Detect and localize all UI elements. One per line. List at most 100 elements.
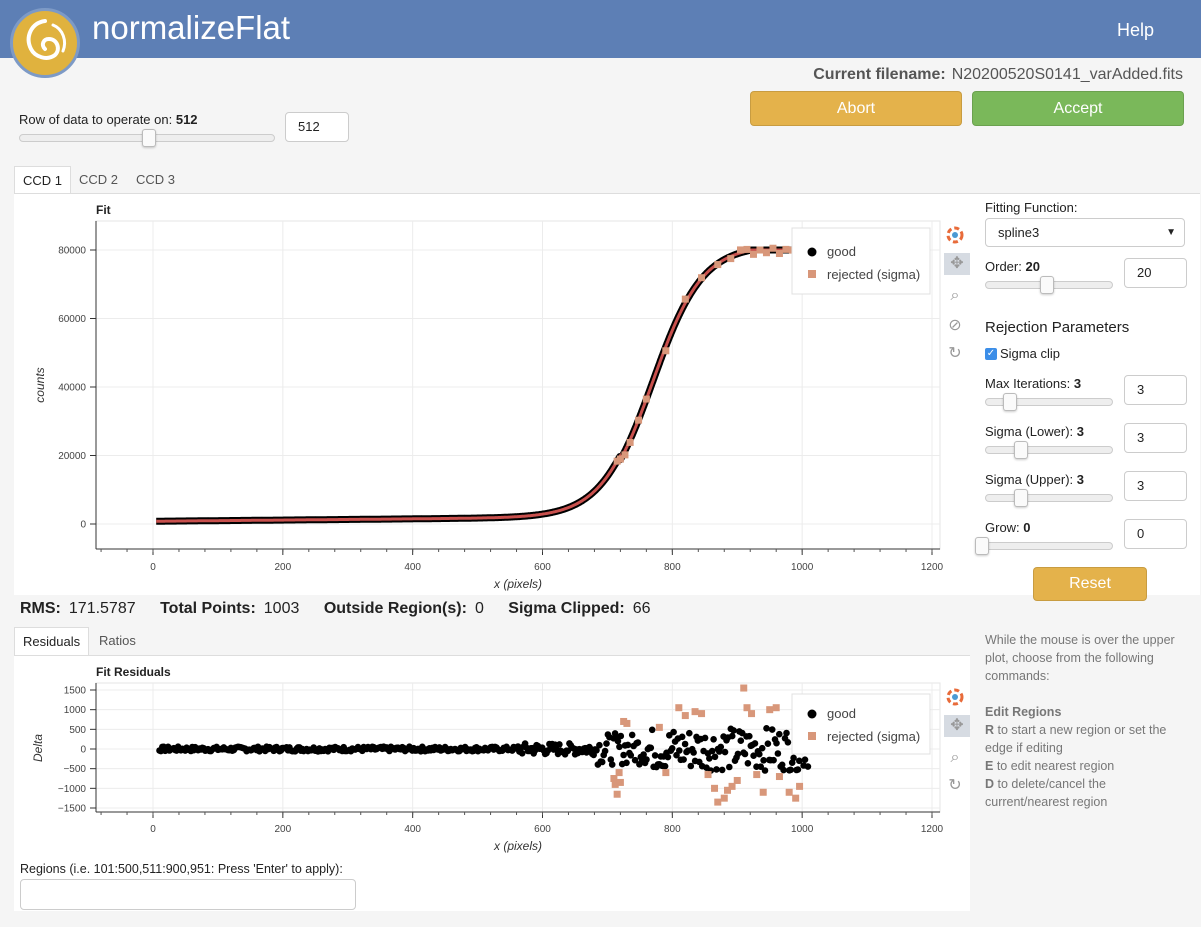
fit-rejected-point bbox=[662, 347, 670, 355]
residual-good-point bbox=[608, 761, 616, 768]
sigma-lower-input[interactable]: 3 bbox=[1124, 423, 1187, 453]
max-iterations-input[interactable]: 3 bbox=[1124, 375, 1187, 405]
fit-ytick-label: 60000 bbox=[58, 314, 86, 325]
residual-good-point bbox=[681, 740, 689, 748]
accept-button[interactable]: Accept bbox=[972, 91, 1184, 126]
sigma-clip-checkbox[interactable]: ✓ bbox=[985, 348, 997, 360]
residual-good-point bbox=[741, 750, 749, 758]
grow-input[interactable]: 0 bbox=[1124, 519, 1187, 549]
residual-good-point bbox=[758, 744, 766, 752]
fit-xtick-label: 600 bbox=[534, 562, 551, 573]
max-iterations-slider-handle[interactable] bbox=[1003, 393, 1017, 411]
grow-slider-track[interactable] bbox=[985, 542, 1113, 550]
zoom-reset-icon[interactable]: ⊘ bbox=[948, 317, 962, 334]
reset-view-icon[interactable]: ↻ bbox=[948, 777, 962, 794]
residual-good-point bbox=[737, 737, 745, 744]
max-iterations-slider-track[interactable] bbox=[985, 398, 1113, 406]
residual-rejected-point bbox=[728, 782, 736, 790]
sigma-clip-label: Sigma clip bbox=[1000, 346, 1060, 361]
rms-label: RMS: bbox=[20, 600, 61, 617]
residual-good-point bbox=[726, 763, 733, 771]
residual-good-point bbox=[706, 755, 713, 762]
tab-ccd-1[interactable]: CCD 1 bbox=[14, 166, 72, 194]
tab-ccd-2[interactable]: CCD 2 bbox=[79, 172, 119, 187]
sigma-upper-label-value: 3 bbox=[1076, 472, 1084, 487]
tab-ratios[interactable]: Ratios bbox=[99, 633, 136, 648]
residual-good-point bbox=[596, 741, 603, 749]
fit-plot[interactable]: 0 200 400 600 800 1000 1200 0 20000 40000 60000 80… bbox=[0, 0, 975, 600]
residual-rejected-point bbox=[720, 794, 728, 802]
fit-rejected-point bbox=[775, 250, 783, 258]
residual-good-point bbox=[678, 733, 686, 741]
bokeh-logo-icon[interactable] bbox=[944, 687, 966, 709]
residual-rejected-point bbox=[655, 723, 663, 731]
residual-good-point bbox=[787, 766, 794, 774]
residual-good-point bbox=[518, 750, 526, 757]
sigma-upper-slider-track[interactable] bbox=[985, 494, 1113, 502]
sigma-upper-slider-handle[interactable] bbox=[1014, 489, 1028, 507]
fit-rejected-point bbox=[762, 249, 770, 257]
residual-rejected-point bbox=[704, 771, 712, 779]
app-title: normalizeFlat bbox=[92, 9, 291, 46]
fit-rejected-point bbox=[756, 246, 764, 254]
fit-rejected-point bbox=[714, 261, 722, 269]
row-slider-handle[interactable] bbox=[142, 129, 156, 147]
row-label-text: Row of data to operate on: bbox=[19, 112, 173, 127]
residual-rejected-point bbox=[733, 776, 741, 784]
tab-residuals[interactable]: Residuals bbox=[14, 627, 90, 655]
row-input[interactable]: 512 bbox=[285, 112, 349, 142]
residual-rejected-point bbox=[772, 704, 780, 712]
residual-xtick-label: 1000 bbox=[791, 824, 814, 835]
residual-good-point bbox=[728, 732, 736, 740]
tab-ccd-3[interactable]: CCD 3 bbox=[136, 172, 176, 187]
filename-value: N20200520S0141_varAdded.fits bbox=[951, 66, 1183, 83]
residual-good-point bbox=[804, 763, 812, 770]
sigma-upper-input[interactable]: 3 bbox=[1124, 471, 1187, 501]
help-heading: Edit Regions bbox=[985, 705, 1062, 719]
sigma-lower-label-text: Sigma (Lower): bbox=[985, 424, 1074, 439]
fit-rejected-point bbox=[642, 395, 650, 403]
help-link[interactable]: Help bbox=[1117, 20, 1155, 40]
residual-good-point bbox=[776, 730, 783, 738]
residual-rejected-point bbox=[662, 769, 670, 777]
sigma-lower-slider-handle[interactable] bbox=[1014, 441, 1028, 459]
regions-input[interactable] bbox=[20, 879, 356, 910]
residual-good-point bbox=[616, 743, 623, 751]
sigma-lower-slider-track[interactable] bbox=[985, 446, 1113, 454]
reset-view-icon[interactable]: ↻ bbox=[948, 345, 962, 362]
current-filename: Current filename: N20200520S0141_varAdded… bbox=[813, 66, 1183, 84]
residual-rejected-point bbox=[775, 773, 783, 781]
fitting-function-select[interactable]: spline3 ▼ bbox=[985, 218, 1185, 247]
help-d-command: D to delete/cancel the current/nearest r… bbox=[985, 777, 1108, 809]
fit-xtick-label: 200 bbox=[274, 562, 291, 573]
pan-tool-icon[interactable]: ✥ bbox=[944, 715, 970, 737]
residual-good-point bbox=[750, 752, 757, 759]
order-label-text: Order: bbox=[985, 259, 1022, 274]
residual-rejected-point bbox=[698, 710, 706, 718]
order-slider-handle[interactable] bbox=[1040, 276, 1054, 294]
fit-ytick-label: 0 bbox=[80, 520, 86, 531]
fit-rejected-point bbox=[681, 295, 689, 303]
residual-plot[interactable]: 0 200 400 600 800 1000 1200 1500 1000 500 0 −500 −1… bbox=[0, 0, 975, 860]
grow-slider-handle[interactable] bbox=[975, 537, 989, 555]
row-label: Row of data to operate on: 512 bbox=[19, 112, 198, 127]
box-zoom-icon[interactable]: ⌕ bbox=[950, 749, 960, 766]
sigma-clipped-value: 66 bbox=[632, 600, 651, 617]
fit-rejected-point bbox=[635, 416, 643, 424]
pan-tool-icon[interactable]: ✥ bbox=[944, 253, 970, 275]
residual-good-point bbox=[760, 757, 767, 764]
fit-ytick-label: 80000 bbox=[58, 246, 86, 257]
abort-button[interactable]: Abort bbox=[750, 91, 962, 126]
order-input[interactable]: 20 bbox=[1124, 258, 1187, 288]
reset-button[interactable]: Reset bbox=[1033, 567, 1147, 601]
residual-good-point bbox=[680, 756, 687, 763]
residual-good-point bbox=[603, 740, 610, 747]
sigma-clipped-label: Sigma Clipped: bbox=[508, 600, 625, 617]
residual-good-point bbox=[751, 740, 759, 747]
fit-rejected-point bbox=[749, 250, 757, 258]
residual-good-point bbox=[784, 739, 792, 746]
residual-good-point bbox=[601, 747, 609, 755]
order-label-value: 20 bbox=[1025, 259, 1040, 274]
box-zoom-icon[interactable]: ⌕ bbox=[950, 287, 960, 304]
bokeh-logo-icon[interactable] bbox=[944, 225, 966, 247]
